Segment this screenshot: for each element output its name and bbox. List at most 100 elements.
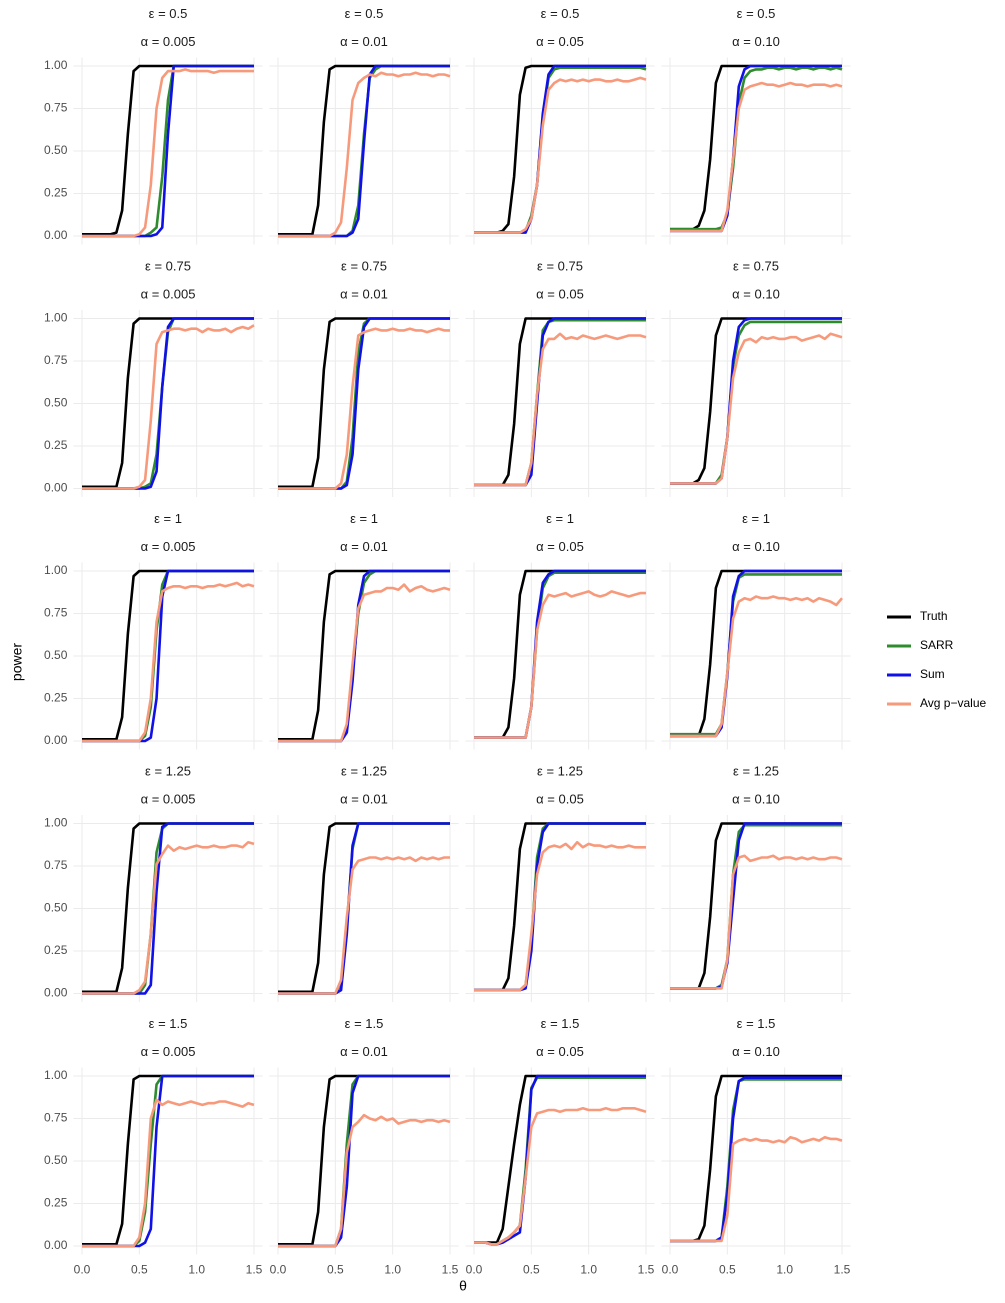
- y-tick-label: 0.50: [44, 143, 68, 157]
- series-line: [670, 1078, 842, 1241]
- y-tick-label: 1.00: [44, 58, 68, 72]
- legend-label: SARR: [920, 638, 954, 652]
- facet-label: α = 0.05: [536, 539, 584, 554]
- y-tick-label: 0.25: [44, 691, 68, 705]
- x-tick-label: 0.0: [270, 1263, 287, 1277]
- facet-label: ε = 1.25: [145, 763, 191, 778]
- facet-label: α = 0.01: [340, 1044, 388, 1059]
- series-line: [670, 1076, 842, 1241]
- x-tick-label: 0.0: [662, 1263, 679, 1277]
- x-tick-label: 1.0: [776, 1263, 793, 1277]
- facet-label: ε = 0.5: [345, 6, 384, 21]
- facet-label: α = 0.01: [340, 791, 388, 806]
- facet-label: ε = 1: [350, 511, 378, 526]
- series-line: [670, 322, 842, 484]
- legend-label: Truth: [920, 609, 948, 623]
- series-line: [82, 583, 254, 741]
- series-line: [474, 320, 646, 485]
- facet-label: α = 0.005: [141, 34, 196, 49]
- facet-label: α = 0.10: [732, 791, 780, 806]
- series-line: [474, 78, 646, 233]
- y-tick-label: 0.75: [44, 1111, 68, 1125]
- series-line: [670, 825, 842, 988]
- x-tick-label: 0.0: [74, 1263, 91, 1277]
- series-line: [670, 83, 842, 231]
- series-line: [474, 842, 646, 990]
- series-line: [474, 319, 646, 486]
- series-line: [278, 824, 450, 992]
- x-tick-label: 1.5: [246, 1263, 263, 1277]
- facet-label: α = 0.005: [141, 1044, 196, 1059]
- facet-label: ε = 0.75: [341, 258, 387, 273]
- series-line: [670, 1137, 842, 1241]
- y-tick-label: 0.50: [44, 396, 68, 410]
- series-line: [474, 334, 646, 485]
- y-tick-label: 0.50: [44, 1153, 68, 1167]
- y-tick-label: 0.25: [44, 438, 68, 452]
- facet-label: ε = 1: [742, 511, 770, 526]
- series-line: [82, 1100, 254, 1246]
- y-tick-label: 0.75: [44, 101, 68, 115]
- legend-label: Avg p−value: [920, 696, 986, 710]
- facet-label: ε = 1.25: [341, 763, 387, 778]
- y-tick-label: 0.00: [44, 481, 68, 495]
- facet-label: ε = 1: [154, 511, 182, 526]
- series-line: [670, 334, 842, 484]
- y-tick-label: 1.00: [44, 563, 68, 577]
- facet-label: ε = 1.5: [737, 1016, 776, 1031]
- x-tick-label: 0.5: [719, 1263, 736, 1277]
- y-tick-label: 0.75: [44, 606, 68, 620]
- y-tick-label: 0.50: [44, 901, 68, 915]
- x-axis-title: θ: [459, 1278, 467, 1294]
- series-line: [670, 66, 842, 229]
- facet-label: α = 0.05: [536, 34, 584, 49]
- series-line: [474, 68, 646, 233]
- series-line: [670, 66, 842, 231]
- x-tick-label: 0.5: [523, 1263, 540, 1277]
- series-line: [278, 319, 450, 487]
- x-tick-label: 1.0: [384, 1263, 401, 1277]
- facet-label: α = 0.10: [732, 1044, 780, 1059]
- facet-label: α = 0.01: [340, 539, 388, 554]
- series-line: [278, 585, 450, 741]
- x-tick-label: 1.5: [834, 1263, 851, 1277]
- y-tick-label: 1.00: [44, 816, 68, 830]
- series-line: [670, 597, 842, 736]
- facet-label: ε = 0.5: [737, 6, 776, 21]
- facet-label: ε = 1.5: [541, 1016, 580, 1031]
- y-tick-label: 0.75: [44, 858, 68, 872]
- x-tick-label: 0.5: [131, 1263, 148, 1277]
- y-tick-label: 0.50: [44, 648, 68, 662]
- facet-label: ε = 1.5: [345, 1016, 384, 1031]
- facet-label: α = 0.05: [536, 1044, 584, 1059]
- series-line: [278, 1076, 450, 1244]
- series-line: [474, 319, 646, 486]
- series-line: [82, 325, 254, 488]
- facet-label: α = 0.005: [141, 539, 196, 554]
- facet-label: α = 0.10: [732, 34, 780, 49]
- y-tick-label: 0.25: [44, 186, 68, 200]
- series-line: [474, 573, 646, 738]
- facet-label: ε = 0.75: [145, 258, 191, 273]
- facet-label: α = 0.05: [536, 791, 584, 806]
- facet-label: α = 0.005: [141, 791, 196, 806]
- x-tick-label: 1.5: [442, 1263, 459, 1277]
- y-tick-label: 0.00: [44, 733, 68, 747]
- series-line: [82, 842, 254, 993]
- series-line: [82, 571, 254, 739]
- facet-label: α = 0.10: [732, 286, 780, 301]
- y-axis-title: power: [9, 643, 25, 681]
- series-line: [474, 1076, 646, 1243]
- series-line: [278, 858, 450, 994]
- series-line: [474, 1076, 646, 1244]
- y-tick-label: 0.00: [44, 228, 68, 242]
- series-line: [278, 1115, 450, 1246]
- facet-label: ε = 0.75: [537, 258, 583, 273]
- y-tick-label: 0.00: [44, 1238, 68, 1252]
- facet-label: α = 0.005: [141, 286, 196, 301]
- y-tick-label: 1.00: [44, 1068, 68, 1082]
- facet-label: ε = 0.5: [541, 6, 580, 21]
- facet-label: ε = 0.5: [149, 6, 188, 21]
- y-tick-label: 0.25: [44, 1196, 68, 1210]
- x-tick-label: 1.0: [580, 1263, 597, 1277]
